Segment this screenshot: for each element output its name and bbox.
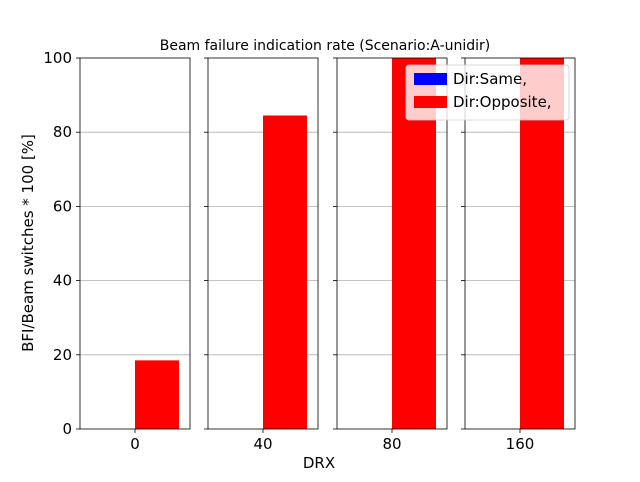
legend-swatch bbox=[414, 73, 447, 85]
y-tick-label: 60 bbox=[53, 197, 72, 215]
legend-label: Dir:Same, bbox=[453, 70, 527, 88]
x-axis-label: DRX bbox=[303, 454, 335, 472]
y-tick-label: 40 bbox=[53, 272, 72, 290]
x-tick-label: 0 bbox=[130, 435, 140, 453]
y-axis-label: BFI/Beam switches * 100 [%] bbox=[19, 134, 37, 352]
legend-label: Dir:Opposite, bbox=[453, 93, 552, 111]
y-tick-label: 80 bbox=[53, 123, 72, 141]
y-tick-label: 100 bbox=[43, 49, 72, 67]
legend: Dir:Same, Dir:Opposite, bbox=[405, 64, 570, 121]
x-tick-label: 80 bbox=[382, 435, 401, 453]
y-tick-label: 0 bbox=[62, 420, 72, 438]
chart-title: Beam failure indication rate (Scenario:A… bbox=[160, 38, 491, 54]
bar bbox=[263, 115, 307, 429]
subplot-40: 40 bbox=[204, 57, 319, 453]
bar bbox=[135, 360, 179, 429]
y-tick-label: 20 bbox=[53, 346, 72, 364]
legend-swatch bbox=[414, 96, 447, 108]
x-tick-label: 160 bbox=[506, 435, 535, 453]
subplot-0: 0 bbox=[76, 57, 191, 453]
y-axis: 0 20 40 60 80 100 bbox=[43, 49, 72, 438]
x-tick-label: 40 bbox=[253, 435, 272, 453]
